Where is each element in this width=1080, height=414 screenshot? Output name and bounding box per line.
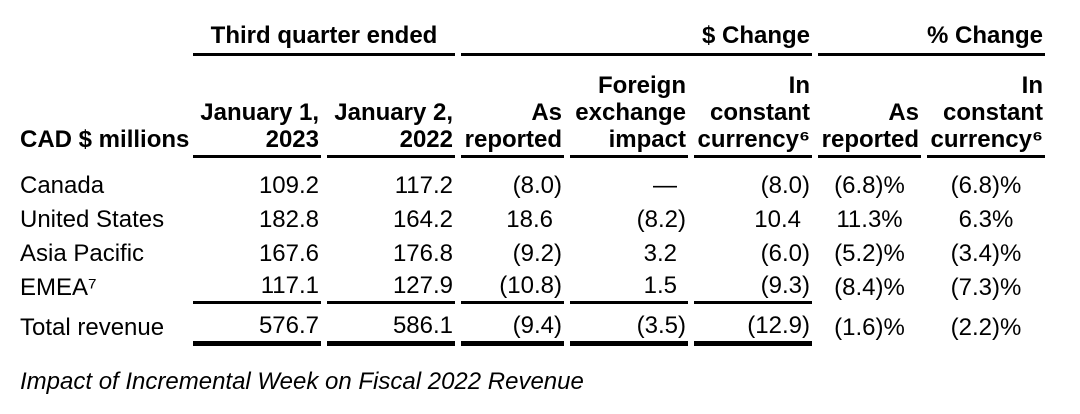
value-cell: — xyxy=(653,171,677,199)
value-cell: (9.4) xyxy=(461,310,564,346)
column-header-row: CAD $ millions January 1, 2023 January 2… xyxy=(20,72,1080,158)
row-label: Total revenue xyxy=(20,313,165,341)
value-cell: (8.0) xyxy=(760,171,810,199)
column-header-pct-as-reported: As reported xyxy=(818,99,921,158)
table-row: EMEA⁷ 117.1 127.9 (10.8) 1.5 (9.3) (8.4)% (7.3)… xyxy=(20,270,1080,304)
value-cell: 176.8 xyxy=(392,239,453,267)
column-header-as-reported: As reported xyxy=(461,99,564,158)
column-header-jan-1-2023: January 1, 2023 xyxy=(193,99,321,158)
column-header-cad-millions: CAD $ millions xyxy=(20,126,190,153)
table-row: Total revenue 576.7 586.1 (9.4) (3.5) (12.9) (… xyxy=(20,310,1080,346)
row-label: United States xyxy=(20,205,165,233)
group-header-dollar-change: $ Change xyxy=(461,22,812,56)
value-cell: (1.6)% xyxy=(834,313,905,341)
value-cell: 164.2 xyxy=(392,205,453,233)
value-cell: 117.1 xyxy=(193,270,321,304)
value-cell: (6.8)% xyxy=(950,171,1022,199)
column-header-jan-2-2022: January 2, 2022 xyxy=(327,99,455,158)
value-cell: (8.2) xyxy=(636,205,686,233)
value-cell: (2.2)% xyxy=(950,313,1022,341)
column-header-fx-impact: Foreign exchange impact xyxy=(570,72,688,158)
value-cell: 1.5 xyxy=(570,270,688,304)
value-cell: 10.4 xyxy=(754,205,801,233)
value-cell: (3.4)% xyxy=(950,239,1022,267)
value-cell: 6.3% xyxy=(958,205,1014,233)
table-row: Asia Pacific 167.6 176.8 (9.2) 3.2 (6.0) (5.2)… xyxy=(20,236,1080,270)
column-header-pct-constant-currency: In constant currency⁶ xyxy=(927,72,1045,158)
value-cell: 576.7 xyxy=(193,310,321,346)
value-cell: (12.9) xyxy=(694,310,812,346)
value-cell: 117.2 xyxy=(394,171,453,199)
value-cell: (6.8)% xyxy=(834,171,905,199)
value-cell: (5.2)% xyxy=(834,239,905,267)
value-cell: (9.3) xyxy=(694,270,812,304)
value-cell: 586.1 xyxy=(327,310,455,346)
row-label: Asia Pacific xyxy=(20,239,145,267)
value-cell: (3.5) xyxy=(570,310,688,346)
table-body: Canada 109.2 117.2 (8.0) — (8.0) (6.8)% (6.8)% U… xyxy=(20,168,1080,346)
value-cell: 182.8 xyxy=(258,205,319,233)
value-cell: 3.2 xyxy=(643,239,677,267)
value-cell: 127.9 xyxy=(327,270,455,304)
table-row: Canada 109.2 117.2 (8.0) — (8.0) (6.8)% (6.8)% xyxy=(20,168,1080,202)
value-cell: (10.8) xyxy=(461,270,564,304)
group-header-row: Third quarter ended $ Change % Change xyxy=(20,22,1080,56)
row-label: EMEA⁷ xyxy=(20,273,97,301)
column-header-constant-currency: In constant currency⁶ xyxy=(694,72,812,158)
value-cell: (8.4)% xyxy=(834,273,905,301)
table-row: United States 182.8 164.2 18.6 (8.2) 10.4 11.3… xyxy=(20,202,1080,236)
value-cell: 11.3% xyxy=(836,205,903,233)
value-cell: (9.2) xyxy=(512,239,562,267)
group-header-percent-change: % Change xyxy=(818,22,1045,56)
value-cell: (8.0) xyxy=(512,171,562,199)
value-cell: (6.0) xyxy=(760,239,810,267)
group-header-third-quarter-ended: Third quarter ended xyxy=(193,22,455,56)
table-caption: Impact of Incremental Week on Fiscal 202… xyxy=(20,368,584,395)
row-label: Canada xyxy=(20,171,105,199)
value-cell: (7.3)% xyxy=(950,273,1022,301)
value-cell: 109.2 xyxy=(258,171,319,199)
value-cell: 18.6 xyxy=(506,205,553,233)
value-cell: 167.6 xyxy=(258,239,319,267)
